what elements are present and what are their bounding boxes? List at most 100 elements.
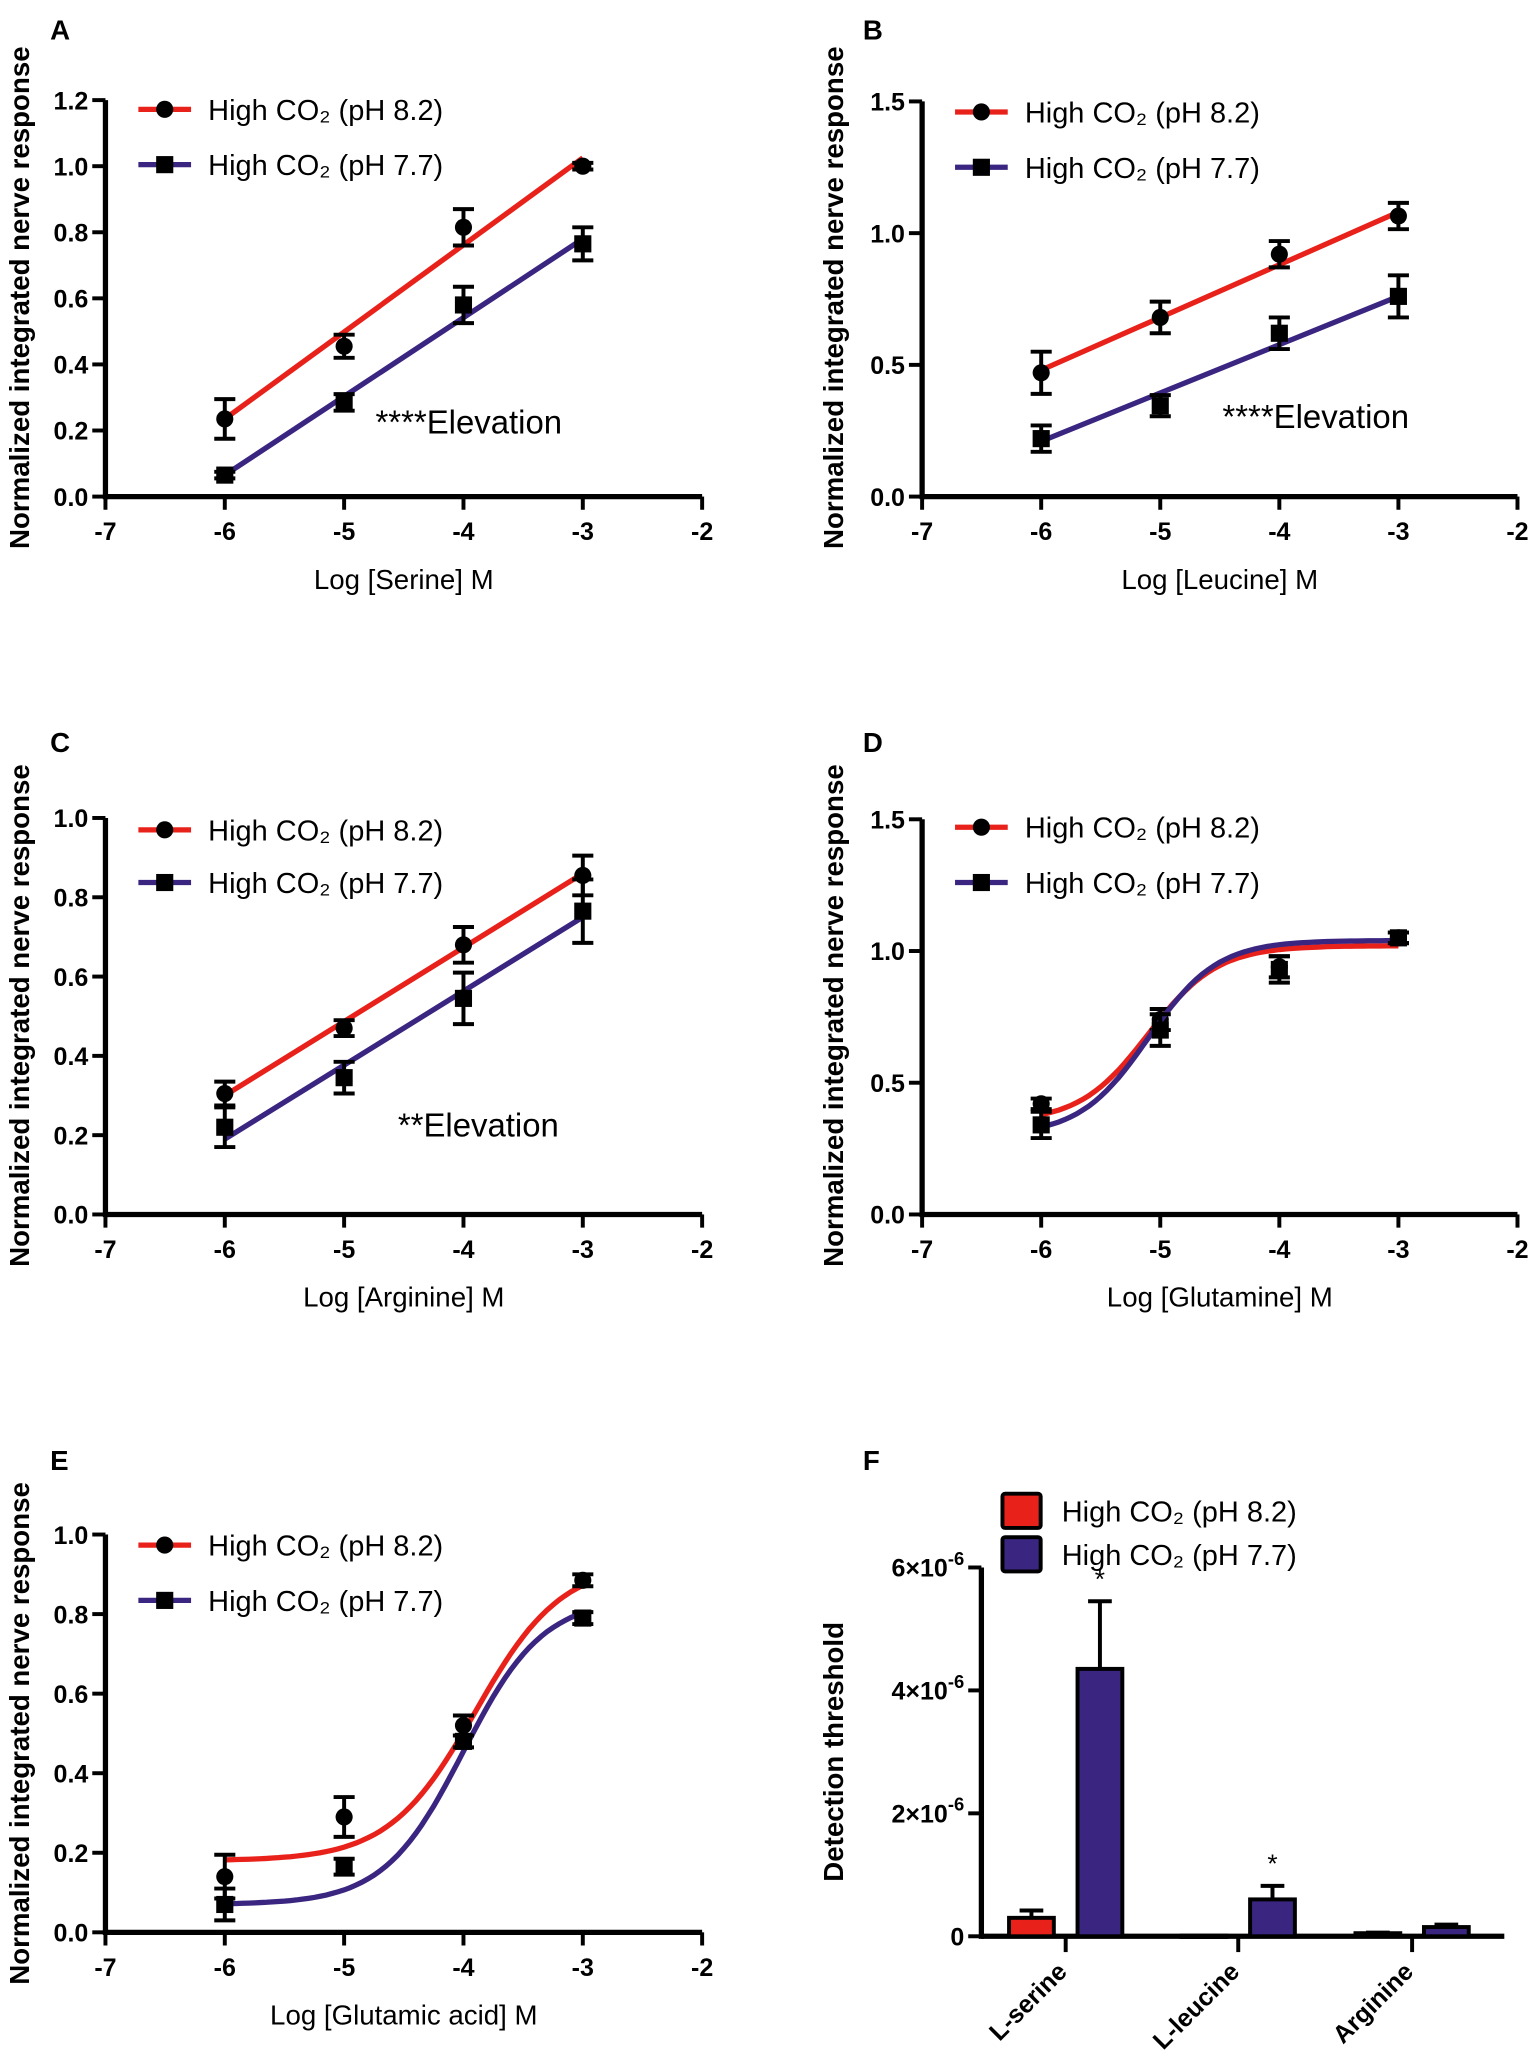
x-tick-label: -4 <box>1268 518 1290 546</box>
legend-item: High CO₂ (pH 8.2) <box>955 97 1260 129</box>
x-tick-label: -7 <box>911 518 933 546</box>
x-tick-label: -6 <box>214 1236 236 1264</box>
y-axis-label: Normalized integrated nerve response <box>4 1482 35 1985</box>
category-label: L-leucine <box>1148 1958 1246 2056</box>
panel-label: B <box>863 15 883 46</box>
y-tick-label: 1.0 <box>54 153 89 181</box>
y-tick-label: 0.0 <box>870 484 905 512</box>
series-ph-7-7 <box>1030 273 1409 454</box>
y-tick-label: 1.2 <box>54 87 89 115</box>
data-point <box>335 1858 353 1876</box>
legend-item: High CO₂ (pH 8.2) <box>955 813 1260 845</box>
bar <box>1179 1933 1229 1939</box>
series-ph-8-2 <box>1030 929 1409 1118</box>
data-point <box>574 1571 592 1589</box>
legend-label: High CO₂ (pH 7.7) <box>208 150 443 182</box>
category-label: Arginine <box>1327 1958 1419 2050</box>
x-tick-label: -4 <box>1268 1236 1290 1264</box>
x-axis-label: Log [Serine] M <box>314 564 494 595</box>
y-tick-label: 1.5 <box>870 807 905 835</box>
panel-label: F <box>863 1445 880 1476</box>
data-point <box>1151 308 1169 327</box>
fit-curve <box>1040 943 1399 1118</box>
data-point <box>216 410 234 428</box>
panel-D: D Normalized integrated nerve response -7 -… <box>818 727 1529 1313</box>
data-point <box>1389 207 1407 225</box>
y-axis-label: Normalized integrated nerve response <box>4 46 35 549</box>
y-tick-label: 0.6 <box>54 964 89 992</box>
data-point <box>574 902 592 920</box>
panel-B: B Normalized integrated nerve response -7 -… <box>818 15 1529 595</box>
x-tick-label: -3 <box>572 518 594 546</box>
data-point <box>1270 324 1288 342</box>
fit-line <box>223 236 585 478</box>
legend-label: High CO₂ (pH 7.7) <box>208 868 443 900</box>
annotation: ****Elevation <box>1222 398 1409 435</box>
data-point <box>1032 430 1050 448</box>
legend-label: High CO₂ (pH 7.7) <box>1062 1540 1297 1572</box>
category-label: L-serine <box>984 1958 1073 2047</box>
x-tick-label: -5 <box>1149 1236 1171 1264</box>
y-tick-label: 0.6 <box>54 1681 89 1709</box>
legend-item: High CO₂ (pH 7.7) <box>138 150 443 182</box>
y-tick-label: 0.4 <box>54 352 89 380</box>
y-tick-label: 0.8 <box>54 884 89 912</box>
x-axis-label: Log [Glutamic acid] M <box>270 2000 537 2031</box>
x-tick-label: -6 <box>1030 518 1052 546</box>
data-point <box>216 1118 234 1136</box>
data-point <box>454 1732 473 1750</box>
y-tick-label: 1.0 <box>54 1522 89 1550</box>
y-tick-label: 2×10-6 <box>891 1794 964 1829</box>
series-ph-7-7 <box>1030 929 1409 1141</box>
data-point <box>1389 929 1407 947</box>
legend-item: High CO₂ (pH 8.2) <box>1000 1491 1297 1530</box>
x-tick-label: -3 <box>572 1954 594 1982</box>
data-point <box>1032 1095 1050 1113</box>
y-tick-label: 0.2 <box>54 418 89 446</box>
data-point <box>335 393 353 411</box>
y-tick-label: 0.5 <box>870 352 905 380</box>
panel-E: E Normalized integrated nerve response -7 -… <box>4 1445 713 2031</box>
data-point <box>1270 245 1288 263</box>
data-point <box>335 1069 353 1087</box>
x-tick-label: -6 <box>1030 1236 1052 1264</box>
data-point <box>216 1895 234 1914</box>
y-tick-label: 1.0 <box>54 805 89 833</box>
y-tick-label: 0.0 <box>54 1202 89 1230</box>
fit-curve <box>224 1610 584 1907</box>
series-ph-8-2 <box>214 155 594 441</box>
x-tick-label: -7 <box>94 518 116 546</box>
x-tick-label: -7 <box>911 1236 933 1264</box>
panel-F: F Detection threshold 0 2×10-6 4×10-6 6×10-6 L… <box>818 1445 1505 2056</box>
data-point <box>454 296 473 314</box>
data-point <box>335 1019 353 1037</box>
x-tick-label: -5 <box>333 1954 355 1982</box>
fit-line <box>223 871 585 1098</box>
panel-C: C Normalized integrated nerve response -7 -… <box>4 727 713 1313</box>
legend-label: High CO₂ (pH 8.2) <box>1025 813 1260 845</box>
x-tick-label: -4 <box>452 1236 474 1264</box>
x-tick-label: -2 <box>691 518 713 546</box>
data-point <box>454 1716 473 1735</box>
data-point <box>1151 397 1169 415</box>
y-tick-label: 1.5 <box>870 89 905 117</box>
panel-label: D <box>863 727 883 758</box>
x-tick-label: -2 <box>1506 1236 1528 1264</box>
series-ph-7-7 <box>214 1609 594 1923</box>
significance-marker: * <box>1095 1564 1105 1594</box>
x-tick-label: -4 <box>452 518 474 546</box>
bar <box>1007 1908 1056 1939</box>
data-point <box>1389 287 1407 305</box>
legend-item: High CO₂ (pH 7.7) <box>955 153 1260 185</box>
x-axis-label: Log [Arginine] M <box>303 1282 504 1313</box>
annotation: **Elevation <box>398 1107 559 1144</box>
data-point <box>1270 960 1288 979</box>
fit-line <box>1040 209 1400 373</box>
x-tick-label: -2 <box>1506 518 1528 546</box>
y-tick-label: 0.0 <box>870 1202 905 1230</box>
x-tick-label: -2 <box>691 1236 713 1264</box>
x-tick-label: -6 <box>214 1954 236 1982</box>
y-tick-label: 0.5 <box>870 1070 905 1098</box>
legend-label: High CO₂ (pH 7.7) <box>1025 153 1260 185</box>
